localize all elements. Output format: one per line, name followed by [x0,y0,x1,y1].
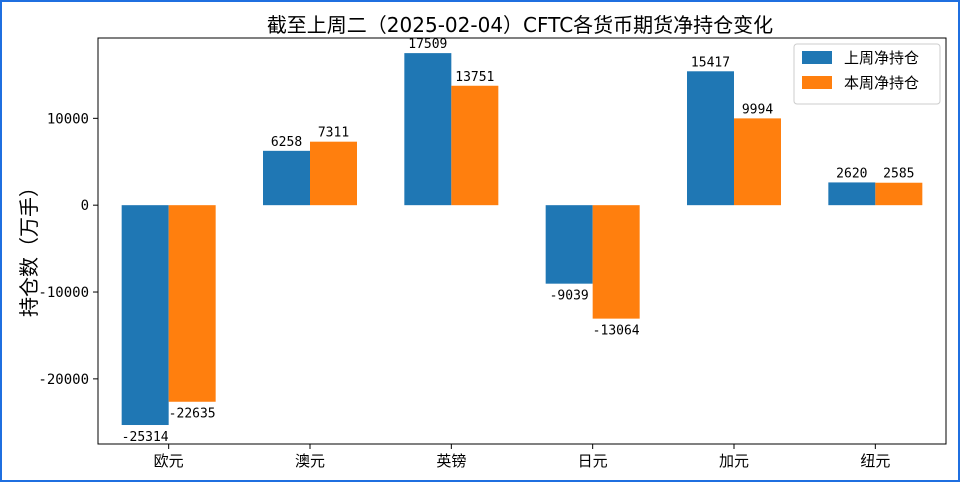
data-label: -22635 [169,407,216,422]
bar [121,205,169,426]
bar [545,205,593,284]
bar [263,150,310,206]
plot-border [97,37,947,445]
y-axis-label: 持仓数（万手） [17,177,41,317]
data-label: 15417 [691,55,730,70]
legend-swatch [802,76,832,89]
legend-label: 上周净持仓 [844,49,919,67]
bar [310,141,357,206]
x-tick-label: 英镑 [436,452,466,470]
bar [828,182,876,206]
legend-label: 本周净持仓 [844,74,919,92]
bar [168,205,216,402]
x-tick-label: 日元 [578,452,608,470]
bar [687,71,734,206]
data-label: 2585 [883,167,914,182]
x-tick-label: 澳元 [295,452,325,470]
y-tick-label: 0 [81,198,89,214]
bar [734,118,781,206]
chart-title: 截至上周二（2025-02-04）CFTC各货币期货净持仓变化 [267,13,773,37]
data-label: 7311 [318,126,349,141]
data-label: -9039 [550,289,589,304]
data-label: 17509 [408,37,447,52]
x-tick-label: 纽元 [860,452,890,470]
plot-area: -20000 -10000 0 10000 欧元 -25314-22635 澳元 6258 73… [38,37,923,470]
data-label: -13064 [593,324,640,339]
y-tick-label: 10000 [47,111,89,127]
bar [451,85,499,206]
bar [875,182,923,206]
data-label: -25314 [122,430,169,445]
x-tick-label: 欧元 [154,452,184,470]
data-label: 9994 [742,102,773,117]
data-label: 13751 [455,70,494,85]
data-label: 2620 [836,166,867,181]
x-tick-label: 加元 [719,452,749,470]
y-tick-label: -10000 [38,285,89,301]
data-label: 6258 [271,135,302,150]
y-tick-label: -20000 [38,372,89,388]
bar [404,53,452,206]
bar [592,205,640,319]
legend-swatch [802,51,832,64]
